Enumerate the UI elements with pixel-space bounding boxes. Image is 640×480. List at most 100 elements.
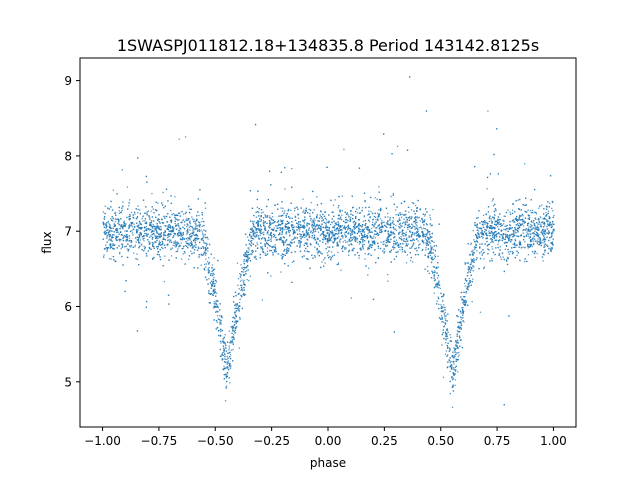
data-point xyxy=(252,222,254,224)
data-point xyxy=(352,214,354,216)
data-point xyxy=(111,236,113,239)
data-point xyxy=(372,242,374,244)
data-point xyxy=(306,232,308,234)
data-point xyxy=(531,245,534,247)
data-point xyxy=(314,219,316,221)
data-point xyxy=(372,221,374,224)
data-point xyxy=(416,227,418,229)
data-point xyxy=(464,285,466,287)
data-point xyxy=(434,270,436,272)
data-point xyxy=(535,211,537,214)
data-point xyxy=(541,230,543,233)
data-point xyxy=(430,225,432,227)
data-point xyxy=(457,371,459,373)
data-point xyxy=(467,285,469,287)
data-point xyxy=(322,226,324,228)
data-point xyxy=(336,233,339,235)
data-point xyxy=(482,252,484,255)
data-point xyxy=(545,211,547,214)
data-point xyxy=(434,279,436,281)
data-point xyxy=(443,325,446,327)
data-point xyxy=(322,232,324,234)
data-point xyxy=(449,370,451,373)
data-point xyxy=(211,264,214,266)
data-point xyxy=(527,254,530,256)
data-point xyxy=(114,211,117,214)
data-point xyxy=(327,240,329,242)
data-point xyxy=(539,238,541,241)
data-point xyxy=(534,188,536,191)
data-point xyxy=(321,253,323,255)
data-point xyxy=(305,210,307,212)
data-point xyxy=(503,238,505,240)
data-point xyxy=(156,230,158,232)
data-point xyxy=(532,221,534,224)
data-point xyxy=(242,271,244,273)
data-point xyxy=(113,225,115,227)
data-point xyxy=(270,249,273,252)
data-point xyxy=(531,238,533,241)
data-point xyxy=(286,213,288,215)
data-point xyxy=(129,218,131,220)
data-point xyxy=(203,251,205,253)
data-point xyxy=(469,266,471,268)
data-point xyxy=(160,233,162,235)
data-point xyxy=(354,239,356,241)
data-point xyxy=(178,138,180,140)
data-point xyxy=(526,233,528,235)
data-point xyxy=(455,345,457,347)
data-point xyxy=(467,266,470,268)
data-point xyxy=(187,231,189,233)
data-point xyxy=(519,244,521,246)
data-point xyxy=(138,247,140,249)
data-point xyxy=(256,233,258,236)
data-point xyxy=(260,216,262,218)
data-point xyxy=(290,209,292,212)
data-point xyxy=(326,238,329,240)
data-point xyxy=(453,363,455,365)
data-point xyxy=(473,259,475,261)
data-point xyxy=(410,217,412,220)
data-point xyxy=(206,279,208,281)
data-point xyxy=(534,230,536,233)
data-point xyxy=(467,304,469,306)
data-point xyxy=(177,214,179,216)
data-point xyxy=(313,218,315,220)
data-point xyxy=(307,239,309,241)
data-point xyxy=(330,240,332,242)
data-point xyxy=(304,226,306,228)
data-point xyxy=(243,279,245,281)
data-point xyxy=(207,250,209,252)
data-point xyxy=(228,347,230,349)
data-point xyxy=(429,233,431,235)
data-point xyxy=(215,305,217,308)
data-point xyxy=(291,261,293,263)
data-point xyxy=(418,233,420,236)
data-point xyxy=(444,353,447,355)
data-point xyxy=(119,251,121,254)
data-point xyxy=(182,247,184,249)
data-point xyxy=(551,222,553,224)
data-point xyxy=(434,271,436,274)
data-point xyxy=(365,265,367,267)
data-point xyxy=(250,229,253,231)
data-point xyxy=(387,273,389,276)
data-point xyxy=(135,237,137,239)
data-point xyxy=(104,233,106,235)
data-point xyxy=(226,341,229,343)
data-point xyxy=(528,237,531,239)
data-point xyxy=(400,238,403,240)
data-point xyxy=(494,214,496,216)
data-point xyxy=(452,367,454,369)
data-point xyxy=(428,237,430,240)
data-point xyxy=(537,238,539,240)
data-point xyxy=(352,221,355,223)
data-point xyxy=(174,196,176,198)
data-point xyxy=(401,225,403,227)
data-point xyxy=(493,218,495,220)
data-point xyxy=(371,237,373,239)
data-point xyxy=(400,246,402,248)
data-point xyxy=(282,219,284,222)
data-point xyxy=(546,232,548,234)
data-point xyxy=(306,224,308,226)
